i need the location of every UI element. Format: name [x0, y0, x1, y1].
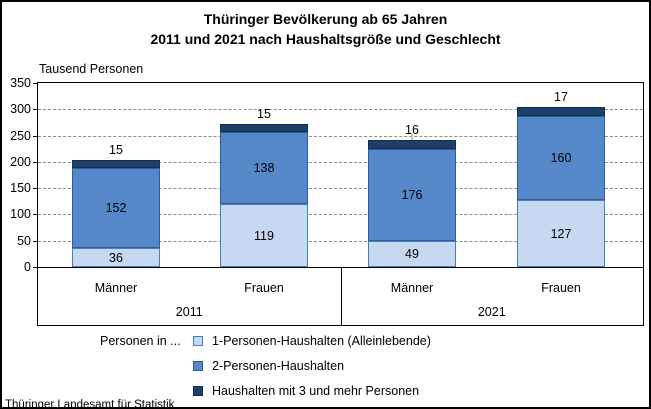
legend-swatch [193, 336, 203, 346]
label-leader-line [411, 134, 413, 141]
bar-segment-3 [368, 140, 456, 149]
y-tick-mark [33, 161, 37, 163]
legend-swatch [193, 386, 203, 396]
category-label: Männer [94, 281, 138, 295]
bar-value-label: 176 [401, 188, 423, 202]
y-tick-mark [33, 240, 37, 242]
bar-segment-1 [72, 248, 160, 267]
bar-value-label: 160 [550, 151, 572, 166]
y-tick-label: 250 [10, 128, 31, 143]
source-attribution: Thüringer Landesamt für Statistik [5, 399, 175, 409]
bar-value-label: 127 [550, 226, 572, 241]
bar-value-label: 138 [253, 161, 275, 176]
y-tick-mark [33, 267, 37, 268]
bar-value-label: 152 [105, 201, 127, 216]
chart-title: Thüringer Bevölkerung ab 65 Jahren 2011 … [0, 9, 651, 49]
y-tick-mark [33, 188, 37, 190]
gridline [38, 240, 643, 242]
y-axis-unit-label: Tausend Personen [39, 62, 144, 76]
chart-title-line1: Thüringer Bevölkerung ab 65 Jahren [203, 11, 448, 27]
y-tick-mark [33, 135, 37, 137]
bar-segment-2 [517, 116, 605, 201]
bar-segment-1 [517, 200, 605, 267]
bar-segment-3 [72, 160, 160, 169]
bar-segment-2 [220, 131, 308, 205]
gridline [38, 161, 643, 163]
y-tick-label: 300 [10, 102, 31, 117]
bar-value-label: 15 [257, 107, 271, 121]
chart-title-line2: 2011 und 2021 nach Haushaltsgröße und Ge… [150, 31, 501, 47]
group-label: 2011 [175, 305, 203, 319]
y-tick-label: 200 [10, 154, 31, 169]
category-label: Frauen [244, 281, 284, 295]
plot-area: 36 152 119 138 49 176 127 160 [37, 82, 644, 268]
bar-value-label: 36 [109, 250, 123, 265]
bar-segment-3 [517, 107, 605, 117]
y-tick-label: 350 [10, 76, 31, 90]
y-tick-label: 0 [24, 260, 31, 274]
bar-value-label: 17 [554, 90, 568, 105]
y-tick-label: 150 [10, 181, 31, 196]
legend-swatch [193, 361, 203, 371]
bar-segment-1 [220, 204, 308, 267]
bar-value-label: 49 [405, 247, 419, 262]
y-tick-mark [33, 109, 37, 111]
category-label: Frauen [541, 281, 581, 295]
group-label: 2021 [477, 305, 506, 319]
legend-title: Personen in ... [100, 334, 181, 348]
y-tick-label: 50 [17, 233, 31, 248]
legend-item-label: 1-Personen-Haushalten (Alleinlebende) [212, 334, 431, 348]
y-tick-mark [33, 83, 37, 84]
gridline [38, 109, 643, 111]
bar-value-label: 16 [405, 123, 419, 138]
y-tick-mark [33, 214, 37, 216]
bar-segment-2 [368, 148, 456, 242]
bar-value-label: 119 [254, 228, 274, 243]
bar-value-label: 15 [109, 143, 123, 158]
gridline [38, 135, 643, 137]
legend-item-label: 2-Personen-Haushalten [212, 359, 345, 373]
bar-segment-1 [368, 241, 456, 267]
bar-segment-3 [220, 124, 308, 132]
legend-item-label: Haushalten mit 3 und mehr Personen [212, 384, 420, 398]
category-label: Männer [390, 281, 434, 295]
group-divider [340, 268, 342, 325]
gridline [38, 214, 643, 216]
y-tick-label: 100 [10, 207, 31, 222]
bar-segment-2 [72, 168, 160, 249]
x-axis-label-area: Männer Frauen Männer Frauen 2011 2021 [37, 268, 644, 326]
gridline [38, 188, 643, 190]
